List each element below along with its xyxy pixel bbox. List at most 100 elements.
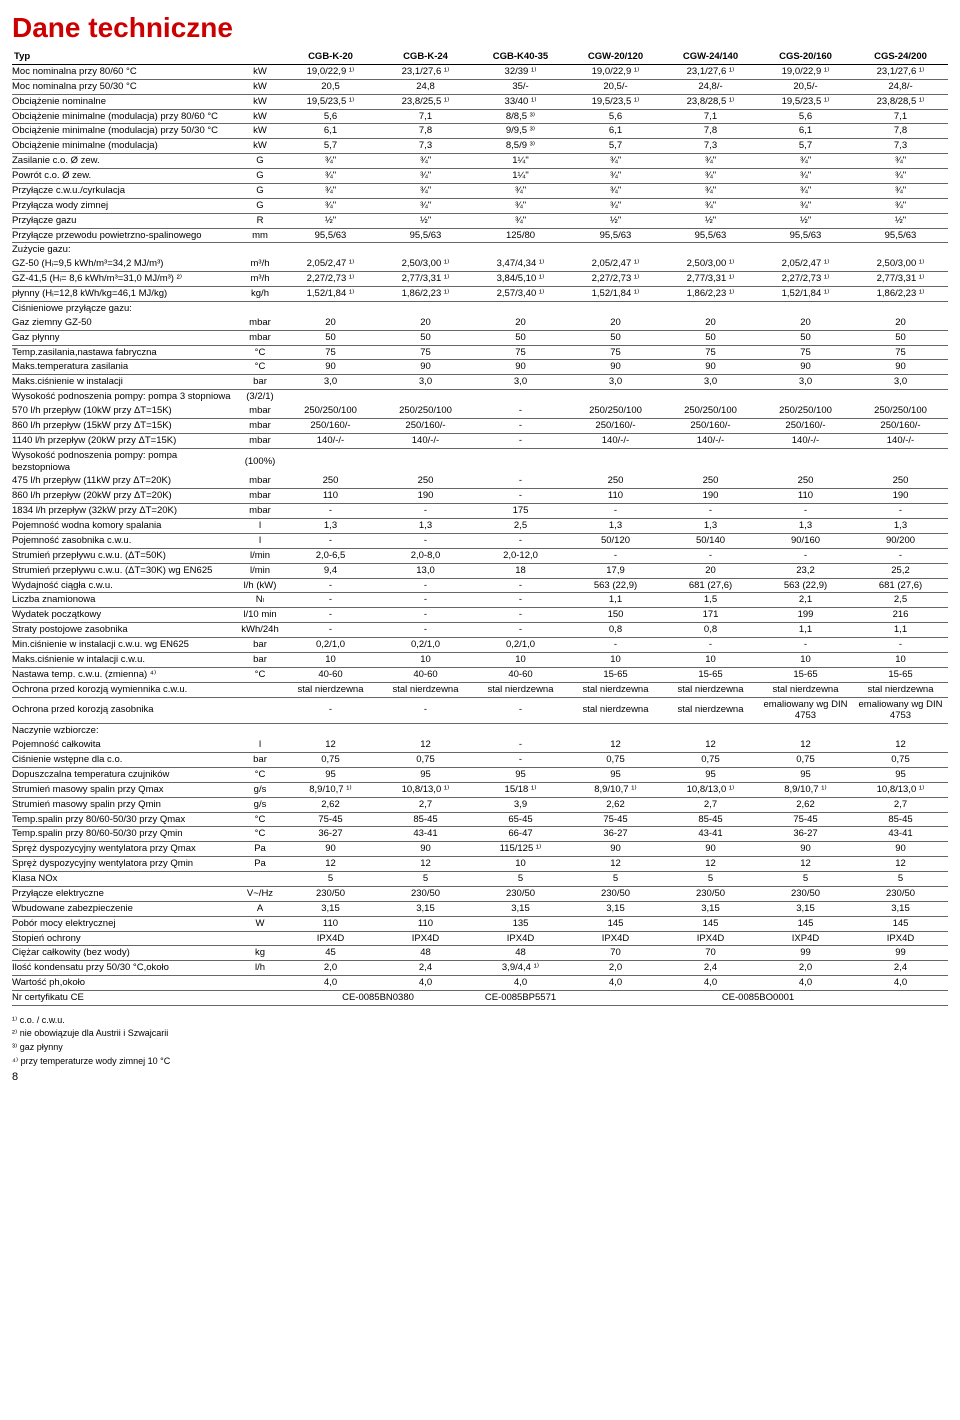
row-value: - [853, 548, 948, 563]
row-value: ¾" [568, 198, 663, 213]
row-value: - [378, 504, 473, 519]
table-row: Przyłącze przewodu powietrzno-spalinoweg… [12, 228, 948, 243]
row-value: 90 [663, 360, 758, 375]
row-unit: mbar [237, 404, 283, 418]
row-unit: mbar [237, 433, 283, 448]
row-value: - [473, 489, 568, 504]
row-value: 48 [378, 946, 473, 961]
row-value: 2,77/3,31 ¹⁾ [853, 272, 948, 287]
row-value: 5 [853, 872, 948, 887]
row-value: 2,77/3,31 ¹⁾ [378, 272, 473, 287]
row-value: 0,8 [568, 623, 663, 638]
col-typ: Typ [12, 50, 237, 64]
row-value: stal nierdzewna [378, 682, 473, 697]
row-value: 33/40 ¹⁾ [473, 94, 568, 109]
row-value: 1,86/2,23 ¹⁾ [663, 287, 758, 302]
row-value: 12 [283, 738, 378, 752]
row-value: 12 [758, 738, 853, 752]
row-unit [237, 301, 283, 315]
col-cgbk24: CGB-K-24 [378, 50, 473, 64]
row-value: - [378, 533, 473, 548]
row-label: Klasa NOx [12, 872, 237, 887]
row-value: 125/80 [473, 228, 568, 243]
row-value: 250 [853, 474, 948, 488]
row-value: ¾" [568, 154, 663, 169]
row-unit: mm [237, 228, 283, 243]
row-value: 95 [473, 767, 568, 782]
row-value: 230/50 [283, 886, 378, 901]
col-cgs20: CGS-20/160 [758, 50, 853, 64]
table-row: Ochrona przed korozją zasobnika---stal n… [12, 697, 948, 724]
row-value [663, 448, 758, 474]
row-value [568, 448, 663, 474]
row-label: Zużycie gazu: [12, 243, 237, 257]
row-value: 95,5/63 [283, 228, 378, 243]
table-row: Strumień masowy spalin przy Qmaxg/s8,9/1… [12, 782, 948, 797]
row-value: 1,1 [568, 593, 663, 608]
row-value: 50 [283, 330, 378, 345]
row-value: 90 [758, 842, 853, 857]
row-value: 12 [568, 738, 663, 752]
row-value: 95,5/63 [758, 228, 853, 243]
row-value: 3,0 [853, 375, 948, 390]
table-row: Gaz płynnymbar50505050505050 [12, 330, 948, 345]
row-label: Ochrona przed korozją wymiennika c.w.u. [12, 682, 237, 697]
row-value: 7,1 [853, 109, 948, 124]
row-value: 19,5/23,5 ¹⁾ [283, 94, 378, 109]
row-label: Stopień ochrony [12, 931, 237, 946]
row-value: stal nierdzewna [283, 682, 378, 697]
table-row: 475 l/h przepływ (11kW przy ΔT=20K)mbar2… [12, 474, 948, 488]
row-value: 90 [568, 360, 663, 375]
row-value: 1,3 [663, 519, 758, 534]
row-value [758, 243, 853, 257]
row-value: 681 (27,6) [663, 578, 758, 593]
table-row: Powrót c.o. Ø zew.G¾"¾"1¼"¾"¾"¾"¾" [12, 169, 948, 184]
row-unit: °C [237, 345, 283, 360]
row-value: 2,57/3,40 ¹⁾ [473, 287, 568, 302]
row-value: 6,1 [758, 124, 853, 139]
row-unit: R [237, 213, 283, 228]
row-value: 3,0 [378, 375, 473, 390]
row-value [853, 724, 948, 738]
row-value [568, 390, 663, 404]
row-unit: mbar [237, 489, 283, 504]
row-value: 95 [853, 767, 948, 782]
table-row: Obciążenie minimalne (modulacja) przy 50… [12, 124, 948, 139]
row-value: - [283, 504, 378, 519]
row-value: 2,4 [663, 961, 758, 976]
row-value: 90 [473, 360, 568, 375]
row-value: - [758, 638, 853, 653]
row-value: 2,27/2,73 ¹⁾ [568, 272, 663, 287]
table-header: Typ CGB-K-20 CGB-K-24 CGB-K40-35 CGW-20/… [12, 50, 948, 64]
row-value: 19,0/22,9 ¹⁾ [568, 64, 663, 79]
row-label: Straty postojowe zasobnika [12, 623, 237, 638]
row-value: 250/160/- [853, 418, 948, 433]
row-value: 50 [663, 330, 758, 345]
row-value: 75 [283, 345, 378, 360]
row-value: 95,5/63 [568, 228, 663, 243]
row-value: ½" [853, 213, 948, 228]
row-value: ¾" [568, 169, 663, 184]
row-value: 75 [663, 345, 758, 360]
col-cgw20: CGW-20/120 [568, 50, 663, 64]
row-value: 2,0 [283, 961, 378, 976]
row-value [378, 390, 473, 404]
row-value: IXP4D [758, 931, 853, 946]
row-value [473, 724, 568, 738]
row-value: 250 [568, 474, 663, 488]
row-value: ½" [568, 213, 663, 228]
row-value: 36-27 [758, 827, 853, 842]
row-value: 75 [473, 345, 568, 360]
row-value: - [473, 533, 568, 548]
row-value: 5 [378, 872, 473, 887]
row-value: 3,0 [283, 375, 378, 390]
row-value [663, 724, 758, 738]
table-row: Przyłącze gazuR½"½"¾"½"½"½"½" [12, 213, 948, 228]
row-value: 2,4 [378, 961, 473, 976]
row-value: - [473, 623, 568, 638]
row-value: 24,8/- [663, 79, 758, 94]
row-value: 95 [663, 767, 758, 782]
row-value: 250/160/- [663, 418, 758, 433]
row-value: 563 (22,9) [568, 578, 663, 593]
row-value: 2,1 [758, 593, 853, 608]
